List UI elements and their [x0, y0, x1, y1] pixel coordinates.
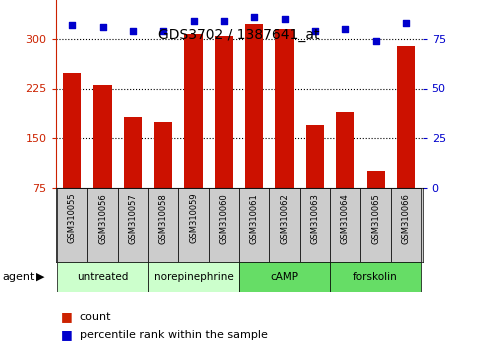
- Bar: [397, 46, 415, 188]
- Bar: [367, 171, 384, 188]
- Text: ■: ■: [60, 310, 72, 323]
- Text: untreated: untreated: [77, 272, 128, 282]
- Bar: [178, 188, 209, 262]
- Text: GSM310061: GSM310061: [250, 193, 259, 244]
- Bar: [94, 85, 112, 188]
- Point: [281, 16, 288, 22]
- Text: GSM310063: GSM310063: [311, 193, 319, 244]
- Bar: [330, 262, 421, 292]
- Text: GSM310058: GSM310058: [159, 193, 168, 244]
- Text: forskolin: forskolin: [353, 272, 398, 282]
- Point: [129, 28, 137, 34]
- Bar: [185, 34, 203, 188]
- Bar: [239, 188, 270, 262]
- Text: GSM310066: GSM310066: [401, 193, 411, 244]
- Bar: [245, 24, 263, 188]
- Bar: [360, 188, 391, 262]
- Point: [69, 22, 76, 28]
- Text: GDS3702 / 1387641_at: GDS3702 / 1387641_at: [158, 28, 320, 42]
- Bar: [57, 262, 148, 292]
- Text: GSM310057: GSM310057: [128, 193, 137, 244]
- Bar: [124, 117, 142, 188]
- Point: [250, 14, 258, 20]
- Text: agent: agent: [2, 272, 35, 282]
- Text: GSM310055: GSM310055: [68, 193, 77, 244]
- Bar: [330, 188, 360, 262]
- Bar: [148, 262, 239, 292]
- Bar: [87, 188, 118, 262]
- Point: [372, 38, 380, 44]
- Text: count: count: [80, 312, 111, 322]
- Bar: [270, 188, 300, 262]
- Bar: [215, 36, 233, 188]
- Point: [99, 24, 106, 30]
- Point: [190, 18, 198, 24]
- Point: [402, 20, 410, 26]
- Text: GSM310059: GSM310059: [189, 193, 198, 244]
- Text: GSM310060: GSM310060: [219, 193, 228, 244]
- Text: GSM310062: GSM310062: [280, 193, 289, 244]
- Text: GSM310056: GSM310056: [98, 193, 107, 244]
- Text: GSM310065: GSM310065: [371, 193, 380, 244]
- Bar: [63, 73, 81, 188]
- Bar: [209, 188, 239, 262]
- Text: ▶: ▶: [36, 272, 45, 282]
- Bar: [275, 29, 294, 188]
- Bar: [300, 188, 330, 262]
- Bar: [118, 188, 148, 262]
- Bar: [336, 112, 355, 188]
- Bar: [148, 188, 178, 262]
- Point: [341, 26, 349, 32]
- Bar: [239, 262, 330, 292]
- Text: percentile rank within the sample: percentile rank within the sample: [80, 330, 268, 339]
- Point: [159, 28, 167, 34]
- Point: [311, 28, 319, 34]
- Bar: [391, 188, 421, 262]
- Text: ■: ■: [60, 328, 72, 341]
- Bar: [57, 188, 87, 262]
- Text: GSM310064: GSM310064: [341, 193, 350, 244]
- Point: [220, 18, 228, 24]
- Bar: [154, 121, 172, 188]
- Text: cAMP: cAMP: [270, 272, 298, 282]
- Text: norepinephrine: norepinephrine: [154, 272, 233, 282]
- Bar: [306, 125, 324, 188]
